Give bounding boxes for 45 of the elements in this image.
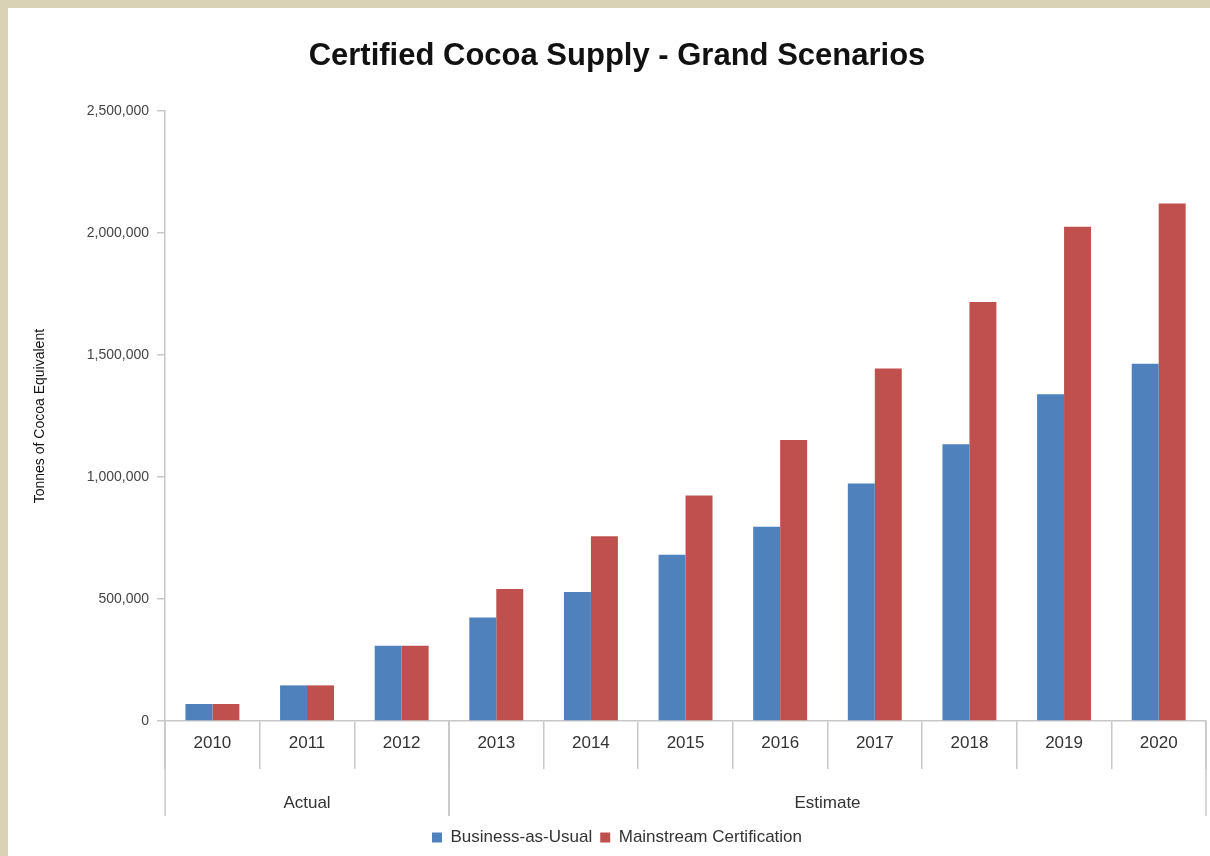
bar [753, 526, 781, 721]
bar [563, 591, 591, 721]
y-tick-label: 0 [141, 711, 150, 728]
text: Actual [283, 792, 331, 812]
x-tick-label: 2010 [193, 732, 232, 752]
bar [780, 440, 808, 721]
bar [1131, 363, 1159, 721]
bar [590, 536, 618, 721]
legend-label: Mainstream Certification [618, 827, 802, 847]
x-tick-label: 2011 [288, 732, 326, 752]
bar [685, 495, 713, 721]
y-tick-label: 2,500,000 [86, 102, 150, 119]
bar [847, 483, 875, 721]
x-tick-label: 2012 [382, 732, 421, 752]
bar [942, 444, 970, 721]
bar [1158, 203, 1186, 721]
bar [307, 685, 334, 721]
legend-label: Business-as-Usual [450, 827, 593, 847]
x-tick-label: 2019 [1045, 732, 1083, 752]
y-axis-title: Tonnes of Cocoa Equivalent [31, 328, 48, 504]
x-tick-label: 2020 [1139, 732, 1178, 752]
bar [496, 589, 524, 721]
chart-title: Certified Cocoa Supply - Grand Scenarios [308, 37, 926, 73]
bar [874, 368, 902, 721]
y-tick-label: 2,000,000 [86, 224, 150, 241]
x-tick-label: 2015 [666, 732, 705, 752]
y-tick-label: 500,000 [98, 589, 150, 606]
x-tick-label: 2018 [950, 732, 989, 752]
y-tick-label: 1,000,000 [86, 467, 150, 484]
text: Estimate [794, 792, 861, 812]
x-tick-label: 2014 [572, 732, 610, 752]
x-tick-label: 2016 [761, 732, 800, 752]
bar [212, 703, 240, 721]
bar [280, 685, 308, 721]
x-tick-label: 2013 [477, 732, 516, 752]
bar [374, 645, 402, 721]
bar [1064, 226, 1092, 721]
bar [658, 554, 686, 721]
bar [469, 617, 497, 721]
bar [185, 703, 213, 721]
x-tick-label: 2017 [855, 732, 894, 752]
bar [969, 301, 997, 721]
bar [401, 645, 429, 721]
bar [1037, 394, 1065, 721]
y-tick-label: 1,500,000 [86, 345, 150, 362]
